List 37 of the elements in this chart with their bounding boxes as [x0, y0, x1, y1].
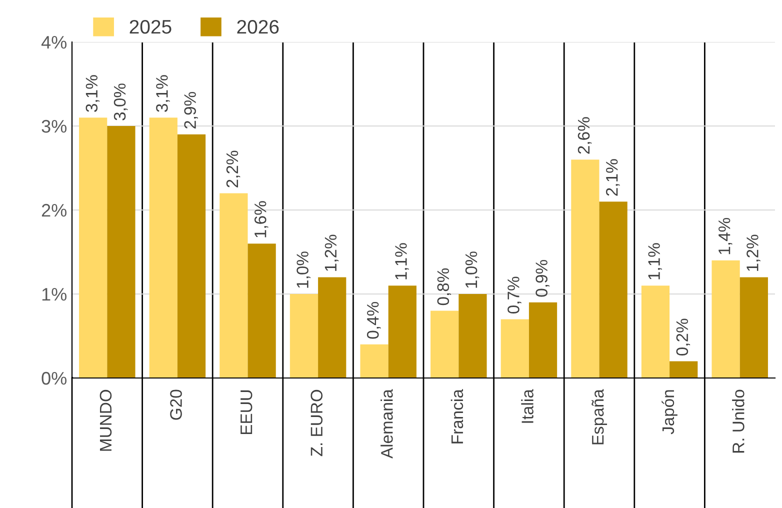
data-label: 2,6% [578, 117, 592, 154]
y-tick-label: 3% [42, 120, 66, 133]
data-label: 1,6% [254, 201, 268, 238]
x-tick-label: R. Unido [732, 390, 744, 453]
x-tick-label: España [592, 389, 608, 444]
data-label: 2,9% [184, 92, 198, 129]
legend-label: 2025 [130, 20, 172, 34]
data-label: 3,0% [114, 84, 128, 120]
data-label: 1,2% [324, 234, 339, 271]
data-label: 1,2% [746, 234, 760, 271]
data-label: 3,1% [156, 75, 170, 112]
data-label: 1,0% [296, 252, 310, 288]
data-label: 0,2% [676, 318, 690, 356]
data-label: 0,4% [366, 302, 381, 339]
y-tick-label: 4% [41, 36, 66, 49]
data-label: 0,9% [536, 260, 550, 297]
data-label: 0,8% [437, 268, 452, 306]
x-tick-label: EEUU [240, 390, 252, 434]
data-label: 1,1% [395, 243, 409, 280]
x-tick-label: Francia [450, 389, 464, 444]
x-tick-label: Z. EURO [310, 390, 323, 456]
data-label: 0,7% [508, 276, 522, 314]
data-label: 2,1% [606, 159, 620, 196]
x-tick-label: G20 [170, 390, 182, 420]
y-tick-label: 1% [42, 288, 66, 301]
legend-label: 2026 [237, 20, 279, 34]
data-label: 2,2% [226, 150, 240, 188]
x-tick-label: Japón [662, 390, 678, 434]
y-tick-label: 2% [42, 204, 66, 217]
x-tick-label: Italia [521, 389, 534, 423]
data-label: 1,4% [718, 218, 732, 254]
data-label: 1,0% [465, 252, 480, 288]
y-tick-label: 0% [42, 372, 66, 385]
data-label: 1,1% [648, 243, 662, 280]
x-tick-label: MUNDO [100, 390, 112, 451]
x-tick-label: Alemania [380, 389, 393, 459]
data-label: 3,1% [86, 75, 100, 112]
